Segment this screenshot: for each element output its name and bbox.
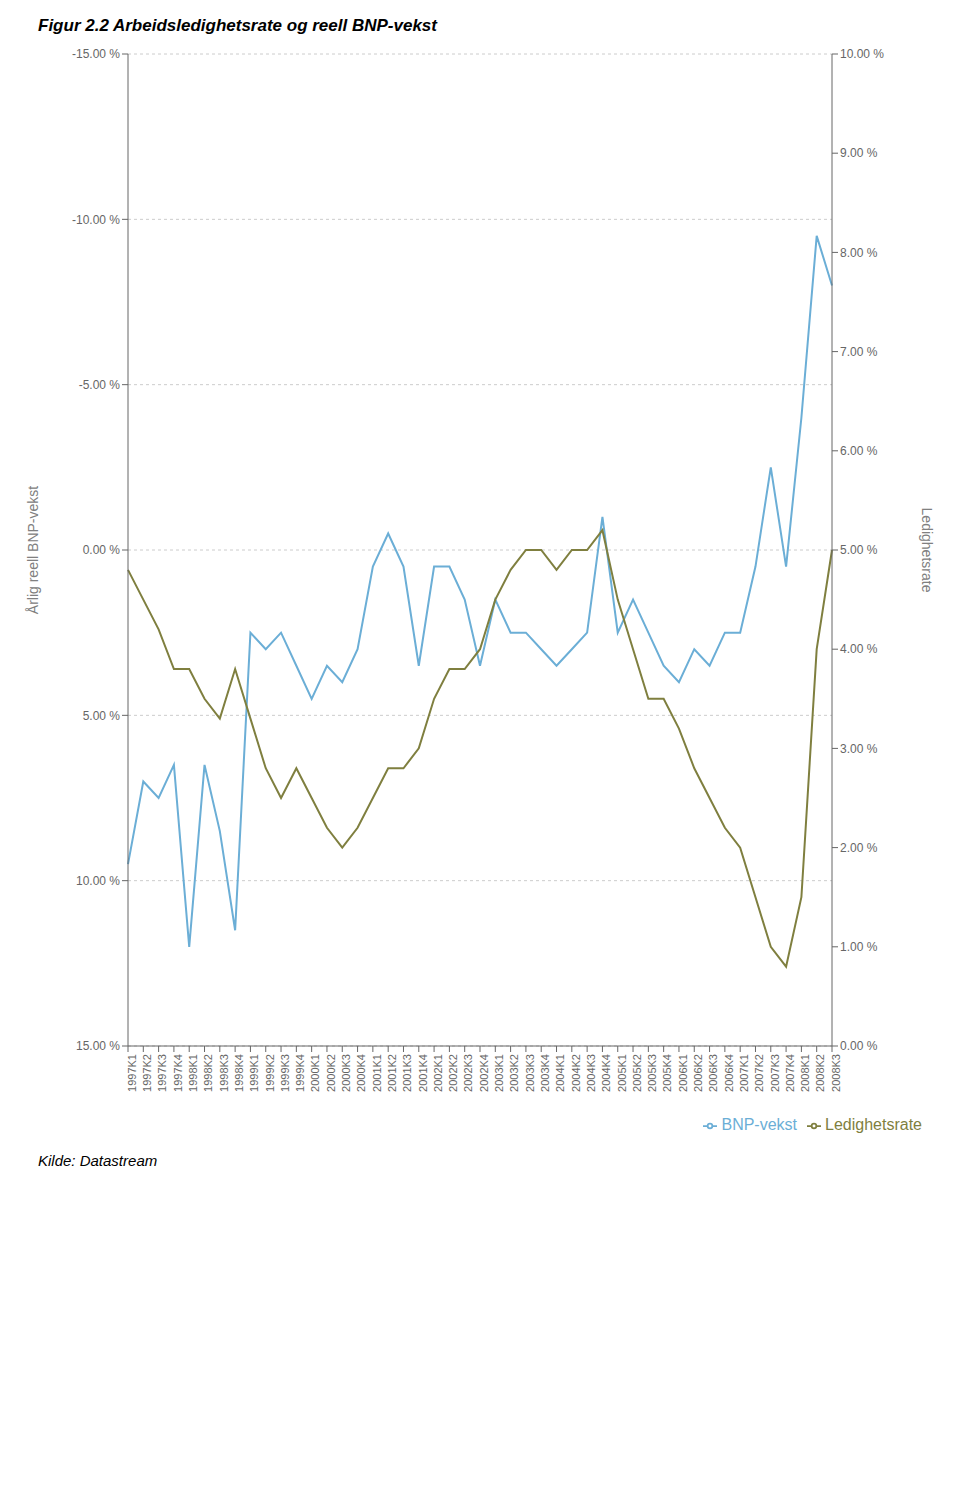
svg-text:2004K2: 2004K2 [570,1054,582,1092]
svg-text:2003K4: 2003K4 [539,1054,551,1092]
svg-text:2.00 %: 2.00 % [840,841,878,855]
svg-text:3.00 %: 3.00 % [840,742,878,756]
svg-text:5.00 %: 5.00 % [83,709,121,723]
svg-text:2007K4: 2007K4 [784,1054,796,1092]
svg-text:2008K1: 2008K1 [799,1054,811,1092]
svg-text:-10.00 %: -10.00 % [72,213,120,227]
svg-text:Årlig reell BNP-vekst: Årlig reell BNP-vekst [25,486,41,614]
svg-text:2000K2: 2000K2 [325,1054,337,1092]
svg-text:8.00 %: 8.00 % [840,246,878,260]
svg-text:10.00 %: 10.00 % [76,874,120,888]
svg-text:1998K2: 1998K2 [202,1054,214,1092]
svg-text:1999K1: 1999K1 [248,1054,260,1092]
svg-text:2007K1: 2007K1 [738,1054,750,1092]
svg-text:Ledighetsrate: Ledighetsrate [919,508,935,593]
html-text:Figur 2.2 Arbeidsledighetsrate: Figur 2.2 Arbeidsledighetsrate og reell … [38,16,437,35]
svg-text:1997K3: 1997K3 [156,1054,168,1092]
svg-text:2000K1: 2000K1 [309,1054,321,1092]
svg-text:2003K3: 2003K3 [524,1054,536,1092]
svg-text:2006K3: 2006K3 [707,1054,719,1092]
svg-text:1997K2: 1997K2 [141,1054,153,1092]
svg-text:-5.00 %: -5.00 % [79,378,121,392]
svg-text:2006K4: 2006K4 [723,1054,735,1092]
svg-text:2008K3: 2008K3 [830,1054,842,1092]
svg-text:7.00 %: 7.00 % [840,345,878,359]
svg-text:2004K3: 2004K3 [585,1054,597,1092]
svg-text:0.00 %: 0.00 % [840,1039,878,1053]
html-text:Kilde: Datastream: Kilde: Datastream [38,1152,158,1169]
svg-text:0.00 %: 0.00 % [83,543,121,557]
svg-text:2001K4: 2001K4 [417,1054,429,1092]
svg-text:2002K1: 2002K1 [432,1054,444,1092]
svg-text:2002K2: 2002K2 [447,1054,459,1092]
svg-text:15.00 %: 15.00 % [76,1039,120,1053]
svg-text:4.00 %: 4.00 % [840,642,878,656]
svg-text:10.00 %: 10.00 % [840,47,884,61]
svg-text:2005K1: 2005K1 [616,1054,628,1092]
svg-text:2001K1: 2001K1 [371,1054,383,1092]
svg-text:2005K4: 2005K4 [661,1054,673,1092]
html-text:BNP-vekst: BNP-vekst [721,1116,797,1133]
svg-text:1999K2: 1999K2 [264,1054,276,1092]
svg-text:5.00 %: 5.00 % [840,543,878,557]
svg-text:6.00 %: 6.00 % [840,444,878,458]
svg-text:2003K1: 2003K1 [493,1054,505,1092]
svg-text:2004K4: 2004K4 [600,1054,612,1092]
svg-text:9.00 %: 9.00 % [840,146,878,160]
svg-text:2000K4: 2000K4 [355,1054,367,1092]
html-text:Ledighetsrate: Ledighetsrate [825,1116,922,1133]
svg-text:2007K3: 2007K3 [769,1054,781,1092]
svg-text:1997K1: 1997K1 [126,1054,138,1092]
svg-text:2000K3: 2000K3 [340,1054,352,1092]
svg-text:2007K2: 2007K2 [753,1054,765,1092]
svg-text:2005K3: 2005K3 [646,1054,658,1092]
svg-text:2002K4: 2002K4 [478,1054,490,1092]
svg-text:2003K2: 2003K2 [508,1054,520,1092]
svg-text:2006K1: 2006K1 [677,1054,689,1092]
svg-text:1998K4: 1998K4 [233,1054,245,1092]
svg-text:2006K2: 2006K2 [692,1054,704,1092]
svg-text:2002K3: 2002K3 [463,1054,475,1092]
svg-text:1998K3: 1998K3 [218,1054,230,1092]
svg-text:2001K3: 2001K3 [401,1054,413,1092]
svg-text:2004K1: 2004K1 [554,1054,566,1092]
svg-text:1.00 %: 1.00 % [840,940,878,954]
svg-text:1999K3: 1999K3 [279,1054,291,1092]
svg-text:-15.00 %: -15.00 % [72,47,120,61]
svg-text:2005K2: 2005K2 [631,1054,643,1092]
svg-text:1998K1: 1998K1 [187,1054,199,1092]
svg-text:1997K4: 1997K4 [172,1054,184,1092]
svg-text:2008K2: 2008K2 [815,1054,827,1092]
svg-text:1999K4: 1999K4 [294,1054,306,1092]
svg-text:2001K2: 2001K2 [386,1054,398,1092]
